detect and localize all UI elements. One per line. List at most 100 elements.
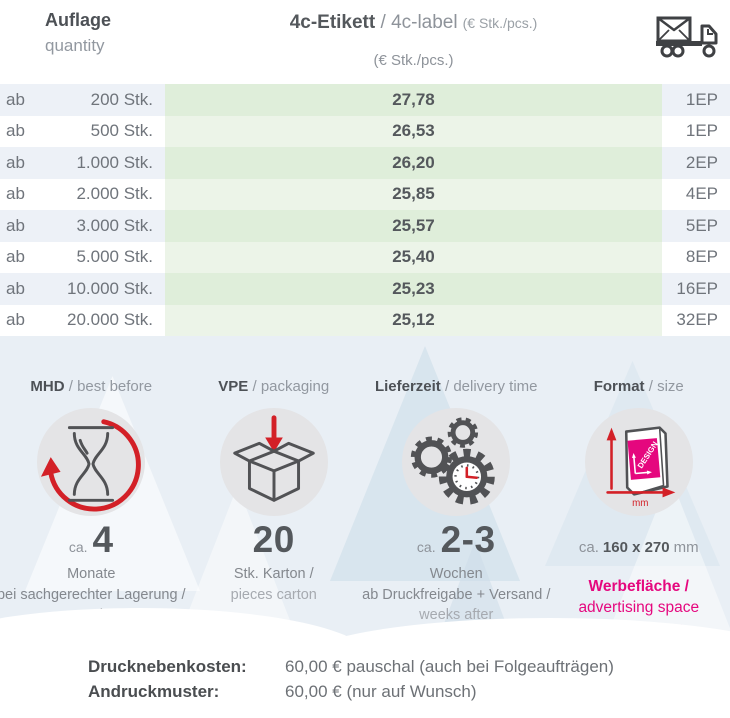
price-cell: 27,78 (165, 84, 662, 116)
delivery-title: Lieferzeit / delivery time (375, 378, 538, 395)
open-box-arrow-icon (233, 415, 315, 502)
price-cell: 25,23 (165, 273, 662, 305)
delivery-line-de: Wochen (429, 566, 483, 582)
delivery-number: 2-3 (440, 519, 496, 560)
format-icon-circle: DESIGN mm (584, 408, 693, 516)
vpe-title-en: packaging (260, 378, 330, 395)
qty-prefix-cell: ab (0, 147, 30, 179)
price-unit-line: (€ Stk./pcs.) (373, 52, 454, 69)
price-cell: 25,40 (165, 241, 662, 273)
product-title-de: 4c-Etikett (289, 12, 376, 33)
format-size-value: 160 x 270 (602, 538, 670, 556)
advertising-title-de: Werbefläche / (588, 578, 689, 595)
header: Auflage quantity 4c-Etikett / 4c-label (€… (0, 0, 730, 84)
vpe-value: 20 (253, 518, 295, 564)
qty-prefix-cell: ab (0, 84, 30, 116)
mm-label: mm (632, 498, 648, 509)
bag-dimensions-icon: DESIGN mm (606, 426, 676, 509)
feature-section: MHD / best before ca. 4 Monate (0, 336, 730, 718)
ep-cell: 1EP (685, 121, 718, 141)
vpe-number: 20 (252, 519, 295, 560)
quantity-cell: 500 Stk. (90, 121, 153, 141)
footer-value: 60,00 € pauschal (auch bei Folgeaufträge… (285, 657, 614, 676)
price-cell: 26,53 (165, 115, 662, 147)
quantity-label-de: Auflage (45, 10, 112, 30)
feature-card-format: Format / size DESIGN (548, 378, 730, 646)
qty-prefix-cell: ab (6, 310, 25, 330)
circa-label: ca. (68, 539, 88, 555)
gears-clock-icon (411, 417, 496, 505)
quantity-cell: 200 Stk. (30, 84, 165, 116)
ep-cell: 16EP (662, 273, 730, 305)
qty-prefix-cell: ab (6, 121, 25, 141)
vpe-title-de: VPE (218, 378, 249, 395)
quantity-label-en: quantity (45, 36, 105, 55)
delivery-title-en: delivery time (453, 378, 538, 395)
table-row: ab 200 Stk. 27,78 1EP (0, 84, 730, 116)
quantity-cell: 5.000 Stk. (76, 247, 153, 267)
price-cell: 25,57 (165, 210, 662, 242)
ep-cell: 5EP (662, 210, 730, 242)
vpe-title: VPE / packaging (218, 378, 329, 395)
format-size-unit: mm (673, 538, 699, 556)
mhd-value: ca. 4 (69, 518, 114, 564)
format-title-en: size (657, 378, 684, 395)
footer-label: Andruckmuster: (88, 682, 220, 701)
circa-label: ca. (416, 539, 436, 555)
footer-row: Drucknebenkosten: 60,00 € pauschal (auch… (0, 654, 730, 679)
product-title-separator: / (375, 12, 392, 33)
footer-label: Drucknebenkosten: (88, 657, 247, 676)
ep-cell: 1EP (662, 84, 730, 116)
product-title-unit: (€ Stk./pcs.) (462, 15, 538, 31)
table-row: ab 2.000 Stk. 25,85 4EP (0, 178, 730, 210)
hourglass-cycle-icon (41, 419, 142, 512)
qty-prefix-cell: ab (0, 210, 30, 242)
footer-row: Andruckmuster: 60,00 € (nur auf Wunsch) (0, 679, 730, 704)
delivery-icon-circle (402, 408, 511, 516)
format-size: ca. 160 x 270 mm (579, 532, 699, 562)
qty-prefix-cell: ab (6, 184, 25, 204)
table-row: ab 10.000 Stk. 25,23 16EP (0, 273, 730, 305)
delivery-title-de: Lieferzeit (374, 378, 441, 395)
delivery-line-de: ab Druckfreigabe + Versand / (362, 586, 551, 603)
qty-prefix-cell: ab (0, 273, 30, 305)
advertising-title-en: advertising space (578, 599, 700, 616)
ep-cell: 8EP (685, 247, 718, 267)
mhd-title-en: best before (77, 378, 153, 395)
mhd-title-separator: / (64, 378, 78, 395)
vpe-line-en: pieces carton (230, 586, 317, 603)
feature-card-delivery: Lieferzeit / delivery time (362, 378, 551, 646)
feature-cards: MHD / best before ca. 4 Monate (0, 336, 730, 646)
price-cell: 25,85 (165, 178, 662, 210)
feature-card-mhd: MHD / best before ca. 4 Monate (0, 378, 186, 646)
mhd-icon-circle (37, 408, 146, 516)
format-title-separator: / (644, 378, 658, 395)
ep-cell: 2EP (662, 147, 730, 179)
delivery-truck-icon (656, 16, 718, 58)
quantity-cell: 2.000 Stk. (76, 184, 153, 204)
vpe-icon-circle (219, 408, 328, 516)
format-title: Format / size (594, 378, 684, 395)
delivery-title-separator: / (440, 378, 454, 395)
footer-value: 60,00 € (nur auf Wunsch) (285, 682, 477, 701)
quantity-column-header: Auflage quantity (45, 8, 111, 58)
product-title: 4c-Etikett / 4c-label (€ Stk./pcs.) (165, 12, 662, 34)
mhd-line-de: Monate (67, 566, 116, 582)
table-row: ab 500 Stk. 26,53 1EP (0, 115, 730, 147)
mhd-number: 4 (92, 519, 114, 560)
quantity-cell: 10.000 Stk. (30, 273, 165, 305)
table-row: ab 3.000 Stk. 25,57 5EP (0, 210, 730, 242)
ep-cell: 32EP (676, 310, 718, 330)
vpe-line-de: Stk. Karton / (233, 566, 314, 582)
format-title-de: Format (593, 378, 645, 395)
mhd-title-de: MHD (30, 378, 65, 395)
ep-cell: 4EP (685, 184, 718, 204)
mhd-title: MHD / best before (30, 378, 152, 395)
price-cell: 25,12 (165, 304, 662, 336)
mhd-line-de: bei sachgerechter Lagerung / (0, 586, 186, 603)
table-row: ab 20.000 Stk. 25,12 32EP (0, 304, 730, 336)
footer-notes: Drucknebenkosten: 60,00 € pauschal (auch… (0, 644, 730, 718)
vpe-title-separator: / (248, 378, 261, 395)
quantity-cell: 1.000 Stk. (30, 147, 165, 179)
